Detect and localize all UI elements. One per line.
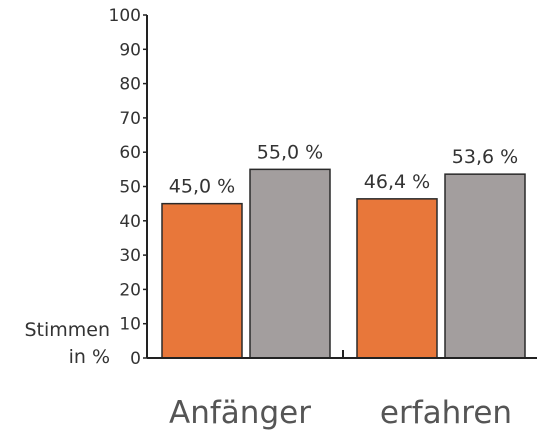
data-labels: 45,0 % 55,0 % 46,4 % 53,6 % (169, 141, 518, 197)
category-label: erfahren (380, 395, 512, 431)
y-tick-label: 50 (119, 178, 141, 198)
bar-erfahren-series-2 (444, 173, 526, 359)
y-axis-label-line-1: Stimmen (24, 319, 110, 341)
y-tick-label: 10 (119, 315, 141, 335)
bar-value-label: 53,6 % (452, 146, 518, 168)
y-tick-label: 20 (119, 280, 141, 300)
y-tick-label: 60 (119, 143, 141, 163)
y-axis-ticks: 0 10 20 30 40 50 60 70 80 90 100 (109, 6, 147, 369)
y-tick-label: 40 (119, 212, 141, 232)
bars (161, 168, 526, 359)
bar-erfahren-series-1 (356, 198, 438, 359)
y-tick-label: 70 (119, 109, 141, 129)
bar-value-label: 45,0 % (169, 176, 235, 198)
y-tick-label: 0 (130, 349, 141, 369)
bar-anf-nger-series-1 (161, 202, 243, 359)
y-axis-label-line-2: in % (69, 346, 110, 368)
bar-value-label: 55,0 % (257, 141, 323, 163)
axes (146, 15, 537, 359)
y-tick-label: 80 (119, 75, 141, 95)
y-tick-label: 90 (119, 40, 141, 60)
y-tick-label: 100 (109, 6, 141, 26)
y-tick-label: 30 (119, 246, 141, 266)
category-labels: Anfänger erfahren (169, 395, 512, 431)
bar-value-label: 46,4 % (364, 171, 430, 193)
category-label: Anfänger (169, 395, 311, 431)
bar-anf-nger-series-2 (249, 168, 331, 359)
